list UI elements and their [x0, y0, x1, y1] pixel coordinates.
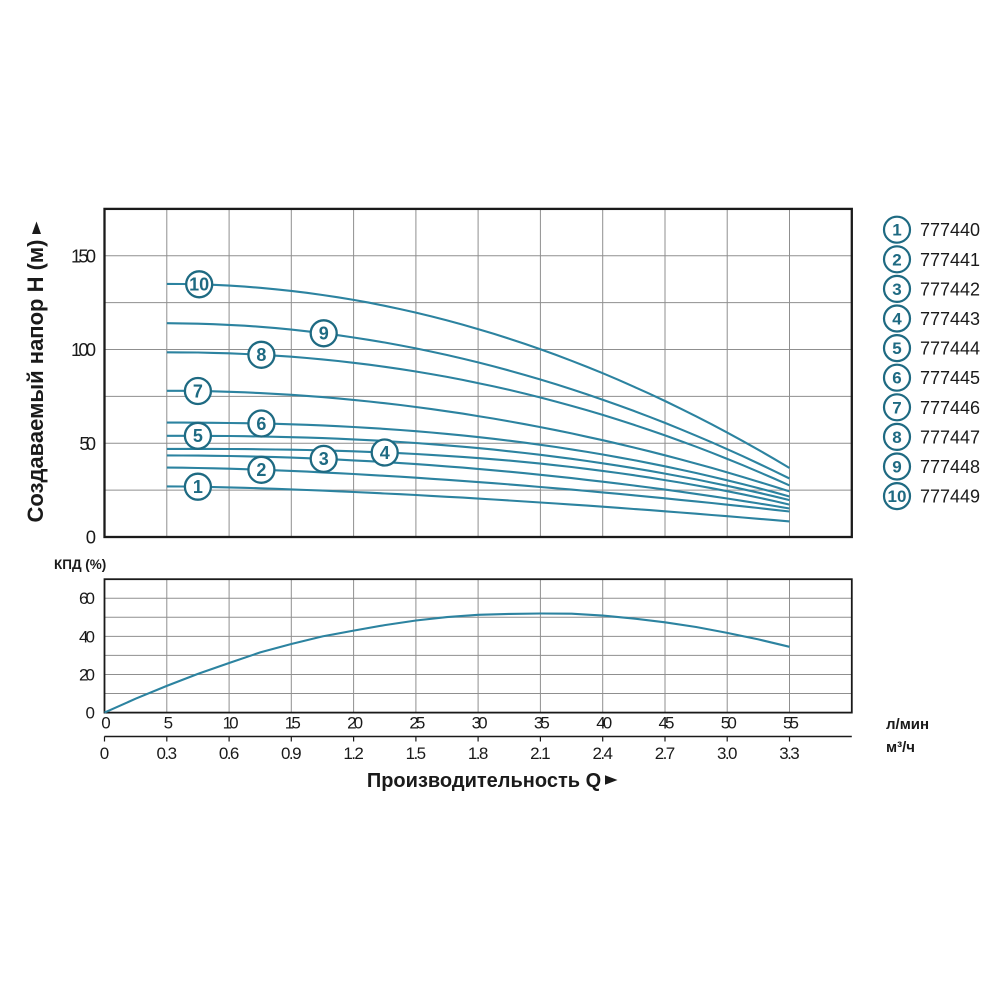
svg-text:6: 6: [256, 414, 266, 434]
svg-text:777449: 777449: [920, 487, 980, 507]
svg-text:3.3: 3.3: [779, 744, 800, 763]
svg-text:35: 35: [534, 714, 550, 733]
svg-text:0.6: 0.6: [219, 744, 240, 763]
svg-text:0.3: 0.3: [157, 744, 178, 763]
svg-text:10: 10: [888, 487, 907, 506]
svg-text:5: 5: [193, 426, 203, 446]
svg-text:7: 7: [193, 381, 203, 401]
svg-text:0: 0: [86, 527, 96, 548]
svg-text:8: 8: [892, 428, 901, 447]
svg-text:777444: 777444: [920, 339, 980, 359]
svg-text:4: 4: [380, 443, 390, 463]
svg-text:20: 20: [347, 714, 363, 733]
svg-text:2.1: 2.1: [530, 744, 551, 763]
svg-text:10: 10: [223, 714, 239, 733]
svg-text:30: 30: [472, 714, 488, 733]
svg-text:2.4: 2.4: [592, 744, 613, 763]
svg-text:40: 40: [79, 627, 95, 646]
svg-text:50: 50: [721, 714, 737, 733]
svg-text:10: 10: [189, 275, 209, 295]
svg-text:КПД (%): КПД (%): [54, 557, 106, 572]
svg-text:777446: 777446: [920, 398, 980, 418]
svg-text:4: 4: [892, 310, 902, 329]
svg-text:777441: 777441: [920, 250, 980, 270]
svg-text:0: 0: [86, 704, 95, 723]
svg-text:777443: 777443: [920, 309, 980, 329]
svg-text:2: 2: [256, 460, 266, 480]
svg-text:7: 7: [892, 398, 901, 417]
svg-text:777447: 777447: [920, 427, 980, 447]
svg-text:1: 1: [193, 477, 203, 497]
svg-text:777442: 777442: [920, 279, 980, 299]
svg-text:3.0: 3.0: [717, 744, 738, 763]
svg-text:60: 60: [79, 589, 95, 608]
svg-text:1.5: 1.5: [406, 744, 427, 763]
svg-text:3: 3: [892, 280, 901, 299]
svg-text:1.2: 1.2: [343, 744, 364, 763]
svg-text:л/мин: л/мин: [886, 716, 929, 733]
svg-text:3: 3: [319, 449, 329, 469]
svg-text:2: 2: [892, 250, 901, 269]
svg-text:25: 25: [409, 714, 425, 733]
svg-text:0: 0: [100, 744, 109, 763]
svg-text:40: 40: [596, 714, 612, 733]
svg-text:0.9: 0.9: [281, 744, 302, 763]
svg-text:м³/ч: м³/ч: [886, 739, 915, 756]
svg-text:8: 8: [256, 345, 266, 365]
svg-text:45: 45: [659, 714, 675, 733]
svg-text:1: 1: [892, 221, 901, 240]
svg-text:55: 55: [783, 714, 799, 733]
svg-text:150: 150: [71, 245, 96, 266]
svg-text:5: 5: [892, 339, 901, 358]
svg-text:9: 9: [892, 458, 901, 477]
svg-text:9: 9: [319, 324, 329, 344]
svg-text:2.7: 2.7: [655, 744, 676, 763]
svg-text:Создаваемый напор H (м): Создаваемый напор H (м): [23, 239, 48, 522]
svg-text:20: 20: [79, 666, 95, 685]
svg-text:50: 50: [79, 433, 96, 454]
svg-text:777445: 777445: [920, 368, 980, 388]
svg-text:1.8: 1.8: [468, 744, 489, 763]
svg-text:777440: 777440: [920, 220, 980, 240]
svg-text:777448: 777448: [920, 457, 980, 477]
svg-text:100: 100: [71, 339, 96, 360]
svg-text:6: 6: [892, 369, 901, 388]
svg-text:0: 0: [101, 714, 110, 733]
svg-text:Производительность Q: Производительность Q: [367, 770, 601, 792]
svg-text:5: 5: [164, 714, 173, 733]
svg-text:15: 15: [285, 714, 301, 733]
